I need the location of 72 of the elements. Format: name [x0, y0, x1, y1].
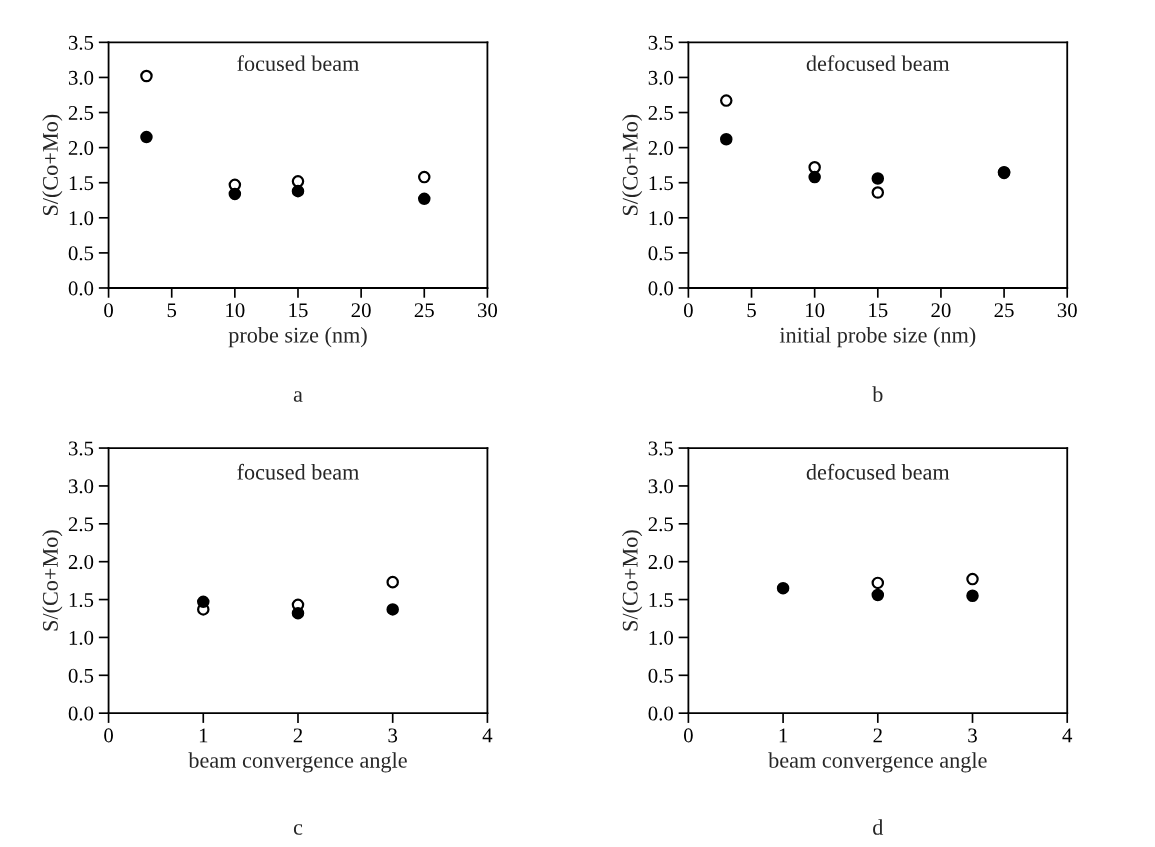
- y-axis-title: S/(Co+Mo): [42, 114, 63, 216]
- x-tick-label: 10: [226, 303, 245, 318]
- x-tick-label: 5: [167, 303, 177, 318]
- y-tick-label: 0.0: [648, 706, 673, 721]
- text: d: [873, 819, 884, 835]
- x-tick-label: 15: [289, 303, 308, 318]
- text: focused beam: [237, 463, 360, 480]
- y-tick-label: 3.5: [648, 35, 673, 50]
- y-tick-label: 2.0: [648, 140, 673, 156]
- y-tick-label: 2.0: [68, 140, 94, 156]
- x-axis-title: beam convergence angle: [188, 752, 407, 773]
- text: c: [293, 824, 303, 835]
- y-tick-label: 0.0: [648, 281, 673, 296]
- x-tick-label: 20: [931, 303, 951, 318]
- y-tick-label: 1.0: [69, 630, 94, 645]
- y-axis-title: S/(Co+Mo): [42, 530, 63, 631]
- y-tick-label: 0.5: [68, 668, 94, 683]
- text: a: [293, 391, 303, 402]
- x-tick-label: 2: [293, 728, 303, 743]
- y-axis-title: S/(Co+Mo): [622, 114, 643, 216]
- y-tick-label: 2.0: [68, 555, 94, 570]
- x-tick-label: 3: [968, 728, 977, 743]
- x-tick-label: 0: [104, 728, 113, 743]
- y-axis-title: S/(Co+Mo): [622, 530, 643, 631]
- y-tick-label: 3.0: [68, 70, 94, 85]
- x-tick-label: 15: [869, 303, 888, 318]
- y-tick-label: 0.5: [648, 246, 673, 261]
- y-tick-label: 3.0: [648, 70, 673, 85]
- y-tick-label: 2.5: [68, 105, 94, 121]
- y-tick-label: 2.5: [68, 517, 94, 532]
- y-tick-label: 1.5: [649, 593, 673, 608]
- x-tick-label: 4: [482, 728, 493, 743]
- x-tick-label: 4: [1062, 728, 1073, 743]
- y-tick-label: 1.5: [69, 593, 94, 608]
- y-tick-label: 3.5: [68, 441, 94, 456]
- y-tick-label: 2.5: [648, 105, 673, 121]
- x-axis-title: probe size (nm): [228, 327, 367, 348]
- x-tick-label: 0: [683, 728, 693, 743]
- x-tick-label: 1: [199, 728, 208, 743]
- y-tick-label: 3.0: [68, 479, 94, 494]
- y-tick-label: 1.5: [649, 176, 673, 191]
- y-tick-label: 3.0: [648, 479, 673, 494]
- x-tick-label: 5: [747, 303, 756, 318]
- x-tick-label: 30: [1057, 303, 1077, 318]
- x-tick-label: 20: [351, 303, 371, 318]
- y-tick-label: 2.5: [648, 517, 673, 532]
- x-tick-label: 2: [873, 728, 882, 743]
- y-tick-label: 1.0: [649, 630, 673, 645]
- x-tick-label: 25: [414, 303, 434, 318]
- y-tick-label: 3.5: [648, 441, 673, 456]
- x-axis-title: initial probe size (nm): [779, 327, 976, 348]
- y-tick-label: 0.0: [68, 281, 94, 296]
- y-tick-label: 0.5: [68, 246, 94, 261]
- x-tick-label: 10: [806, 303, 825, 318]
- y-tick-label: 0.5: [648, 668, 673, 683]
- x-tick-label: 0: [683, 303, 693, 318]
- chart-title: defocused beam: [806, 55, 950, 72]
- x-tick-label: 1: [779, 728, 788, 743]
- text: defocused beam: [806, 463, 950, 480]
- x-tick-label: 30: [477, 303, 498, 318]
- text: b: [872, 386, 883, 402]
- chart-title: focused beam: [237, 55, 360, 72]
- y-tick-label: 3.5: [68, 35, 94, 50]
- y-tick-label: 1.0: [649, 211, 673, 226]
- x-tick-label: 3: [388, 728, 398, 743]
- y-tick-label: 2.0: [648, 555, 673, 570]
- x-axis-title: beam convergence angle: [768, 752, 987, 773]
- x-tick-label: 25: [994, 303, 1014, 318]
- y-tick-label: 0.0: [68, 706, 94, 721]
- y-tick-label: 1.0: [69, 211, 94, 226]
- y-tick-label: 1.5: [69, 176, 94, 191]
- x-tick-label: 0: [104, 303, 113, 318]
